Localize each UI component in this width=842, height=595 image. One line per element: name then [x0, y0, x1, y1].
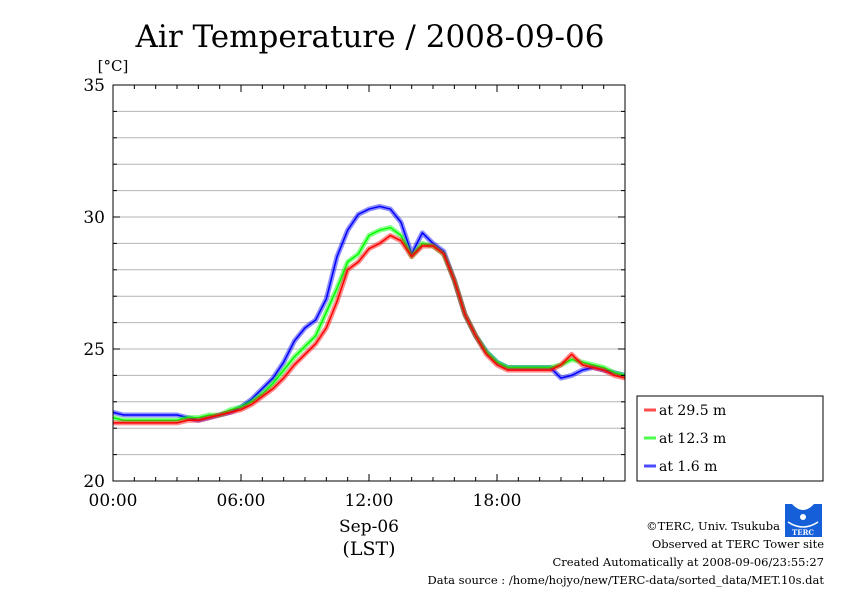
y-tick-label: 35	[83, 76, 105, 96]
legend-label: at 1.6 m	[659, 459, 717, 475]
legend-box	[636, 395, 824, 482]
series-halo	[113, 232, 626, 426]
x-tick-label: 00:00	[89, 491, 138, 511]
y-axis-label: [°C]	[98, 57, 129, 75]
y-tick-label: 30	[83, 208, 105, 228]
x-tick-label: 06:00	[217, 491, 266, 511]
x-axis-sublabel: (LST)	[342, 538, 395, 560]
terc-logo: TERC	[785, 504, 822, 537]
created-text: Created Automatically at 2008-09-06/23:5…	[552, 555, 825, 569]
copyright-text: ©TERC, Univ. Tsukuba	[646, 519, 780, 533]
legend-label: at 12.3 m	[659, 431, 726, 447]
y-tick-label: 25	[83, 340, 105, 360]
legend-label: at 29.5 m	[659, 403, 726, 419]
y-tick-label: 20	[83, 472, 105, 492]
series-line-at-12-3-m	[112, 226, 626, 422]
chart-title: Air Temperature / 2008-09-06	[135, 19, 605, 55]
source-text: Data source : /home/hojyo/new/TERC-data/…	[427, 573, 824, 587]
logo-text: TERC	[792, 528, 814, 537]
x-tick-label: 18:00	[473, 491, 522, 511]
x-tick-label: 12:00	[345, 491, 394, 511]
series-line-at-29-5-m	[113, 234, 626, 424]
x-axis-label: Sep-06	[339, 517, 399, 537]
site-text: Observed at TERC Tower site	[651, 537, 824, 551]
series-halo	[112, 225, 626, 423]
legend: at 29.5 m at 12.3 m at 1.6 m	[636, 395, 824, 482]
